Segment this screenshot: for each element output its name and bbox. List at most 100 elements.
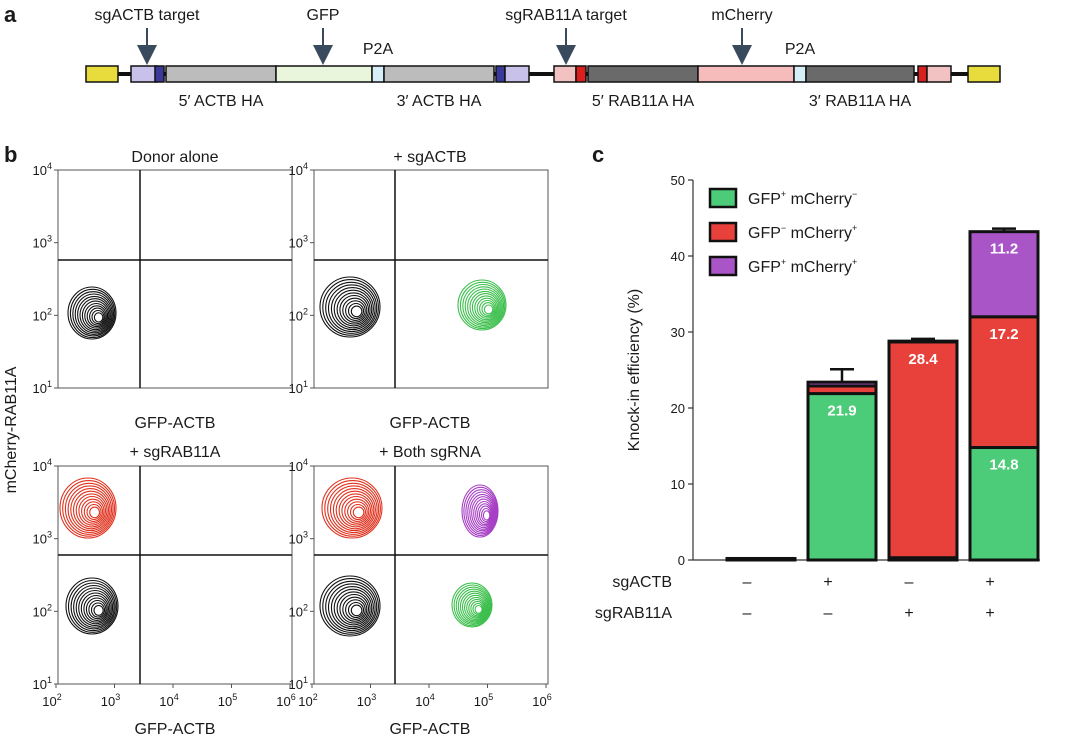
condition-sgrab11a: +	[985, 605, 994, 622]
contour-line	[479, 299, 496, 318]
contour-line	[339, 294, 370, 325]
condition-sgactb: –	[743, 574, 752, 591]
plot-title-3: + sgRAB11A	[130, 444, 221, 461]
population-neg	[65, 577, 119, 635]
contour-line	[344, 498, 370, 524]
contour-line	[338, 493, 373, 528]
y-tick-exponent: 1	[303, 675, 308, 685]
rab-3ha-box	[805, 65, 915, 83]
y-tick-label: 103	[289, 234, 308, 251]
contour-line	[86, 503, 102, 521]
bar-group-2: 21.9 + –	[806, 367, 878, 622]
contour-line	[347, 501, 368, 522]
contour-line	[335, 490, 375, 530]
contour-line	[477, 503, 493, 526]
contour-line	[469, 493, 496, 532]
x-tick-exponent: 6	[291, 692, 296, 702]
contour-line	[93, 312, 104, 323]
x-tick-exponent: 4	[174, 692, 179, 702]
y-tick-label: 101	[33, 379, 52, 396]
sgactb-site-right	[504, 65, 530, 83]
contour-line	[67, 579, 118, 633]
panel-b-ylabel: mCherry-RAB11A	[3, 366, 20, 493]
gfp-box	[275, 65, 373, 83]
legend-label: GFP+ mCherry−	[748, 189, 857, 208]
actb-3ha-label: 3′ ACTB HA	[397, 93, 482, 110]
contour-line	[74, 293, 113, 335]
legend-item-1: GFP+ mCherry−	[708, 187, 857, 209]
contour-line	[481, 302, 495, 316]
contour-line	[466, 596, 487, 619]
contour-line	[457, 588, 490, 624]
panel-a-letter: a	[4, 2, 17, 27]
contour-line	[81, 498, 105, 524]
x-tick-exponent: 6	[547, 692, 552, 702]
itr-right	[967, 65, 1001, 83]
contour-line	[75, 587, 114, 628]
y-tick-exponent: 2	[303, 602, 308, 612]
contour-line	[327, 284, 376, 333]
population-double	[461, 484, 499, 538]
p2a-box-1	[371, 65, 385, 83]
y-tick-label: 102	[289, 306, 308, 323]
contour-line	[64, 482, 114, 535]
plot-xlabel-4: GFP-ACTB	[390, 721, 471, 738]
x-tick-label: 103	[101, 692, 120, 709]
contour-line	[75, 493, 108, 528]
x-tick-label: 102	[298, 692, 317, 709]
contour-line	[476, 297, 497, 319]
contour-line	[463, 486, 498, 537]
sgactb-pam-right	[495, 65, 506, 83]
contour-line	[80, 592, 111, 625]
contour-line	[339, 593, 370, 624]
y-tick-label: 104	[289, 457, 308, 474]
contour-line	[330, 586, 374, 630]
y-tick-exponent: 2	[47, 306, 52, 316]
row-label-sgactb: sgACTB	[612, 574, 672, 591]
plot-xlabel-1: GFP-ACTB	[135, 415, 216, 432]
condition-sgactb: –	[905, 574, 914, 591]
x-tick-label: 106	[532, 692, 551, 709]
contour-line	[72, 291, 115, 337]
y-tick-exponent: 4	[303, 161, 308, 171]
contour-line	[474, 295, 499, 321]
contour-line	[455, 586, 491, 626]
y-tick-label: 104	[33, 161, 52, 178]
contour-line	[451, 582, 493, 628]
y-tick-label: 10	[671, 477, 685, 492]
contour-line	[67, 485, 113, 534]
contour-line	[67, 286, 117, 340]
x-tick-exponent: 5	[488, 692, 493, 702]
bar-group-4: 14.8 17.2 11.2 + +	[968, 227, 1040, 622]
panel-c-letter: c	[592, 142, 604, 167]
contour-line	[333, 289, 373, 329]
mcherry-box	[697, 65, 795, 83]
contour-line	[78, 495, 107, 526]
contour-line	[73, 584, 115, 630]
contour-line	[84, 302, 109, 329]
y-tick-exponent: 2	[303, 306, 308, 316]
contour-line	[467, 491, 497, 533]
contour-line	[83, 594, 110, 623]
contour-line	[70, 488, 111, 532]
contour-line	[81, 300, 110, 331]
contour-line	[89, 307, 106, 326]
contour-line	[467, 288, 502, 325]
x-tick-label: 103	[357, 692, 376, 709]
contour-line	[350, 305, 363, 318]
contour-line	[345, 599, 366, 620]
x-tick-exponent: 2	[57, 692, 62, 702]
legend-label: GFP− mCherry+	[748, 223, 857, 242]
panel-c: c Knock-in efficiency (%) 01020304050––2…	[592, 142, 1040, 622]
y-tick-label: 104	[289, 161, 308, 178]
contour-line	[327, 482, 380, 535]
x-tick-label: 106	[276, 692, 295, 709]
contour-line	[347, 302, 365, 320]
contour-line	[91, 309, 105, 325]
sgrab-site-left	[553, 65, 577, 83]
contour-line	[478, 505, 492, 524]
y-tick-label: 20	[671, 401, 685, 416]
contour-line	[85, 597, 108, 621]
y-tick-label: 103	[33, 530, 52, 547]
